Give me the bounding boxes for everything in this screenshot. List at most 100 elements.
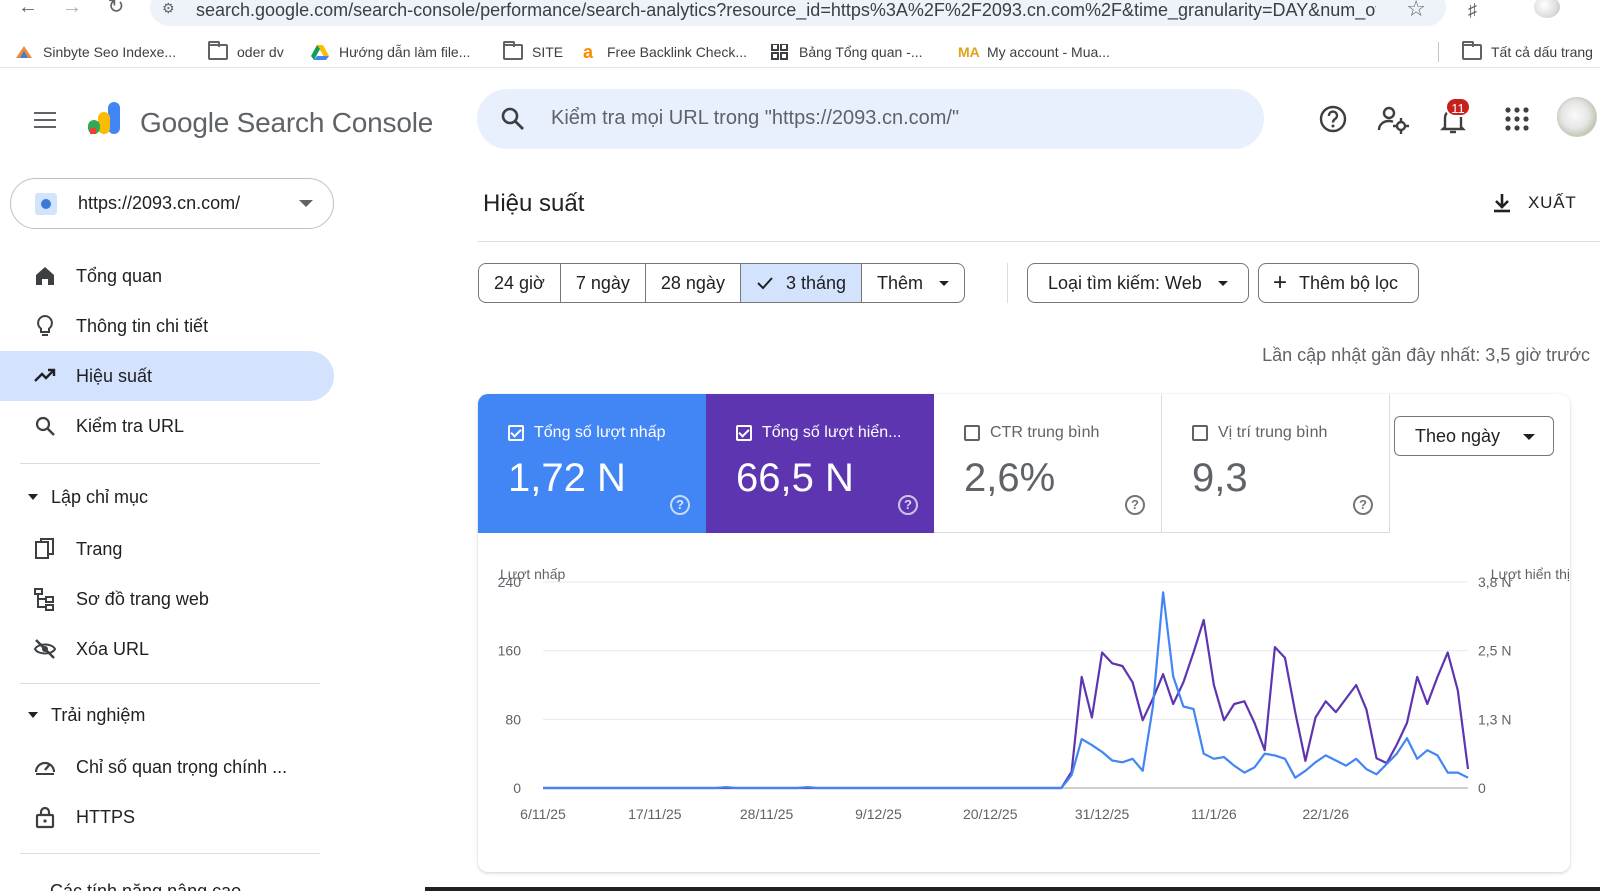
chevron-down-icon [299, 200, 313, 207]
granularity-dropdown[interactable]: Theo ngày [1394, 416, 1554, 456]
folder-icon [208, 41, 228, 60]
sidebar-divider [20, 853, 320, 854]
sidebar-item-core-web-vitals[interactable]: Chỉ số quan trọng chính ... [0, 742, 334, 792]
sidebar-section-advanced[interactable]: Các tính năng nâng cao [50, 881, 242, 891]
apps-grid-icon[interactable] [1500, 102, 1534, 136]
trending-up-icon [34, 368, 56, 382]
date-range-selector: 24 giờ 7 ngày 28 ngày 3 tháng Thêm [478, 263, 966, 303]
browser-profile-avatar[interactable] [1534, 0, 1560, 18]
sidebar-item-pages[interactable]: Trang [0, 524, 334, 574]
bookmark-item[interactable]: oder dv [208, 41, 284, 62]
bookmark-item[interactable]: Tất cả dấu trang [1462, 41, 1593, 62]
range-more-button[interactable]: Thêm [862, 264, 964, 302]
section-label: Lập chỉ mục [51, 487, 149, 507]
bookmarks-separator [1438, 42, 1439, 62]
grid-icon [771, 44, 788, 60]
sidebar-item-label: HTTPS [76, 807, 136, 827]
bookmark-star-icon[interactable]: ☆ [1406, 0, 1426, 21]
forward-arrow-icon[interactable]: → [62, 0, 82, 18]
sidebar-item-sitemaps[interactable]: Sơ đồ trang web [0, 574, 334, 624]
bookmark-item[interactable]: MA My account - Mua... [958, 42, 1110, 62]
download-icon [1494, 194, 1510, 213]
account-avatar[interactable] [1557, 97, 1597, 137]
help-icon[interactable]: ? [1125, 495, 1145, 515]
sidebar-item-label: Sơ đồ trang web [76, 589, 209, 609]
bookmark-item[interactable]: SITE [503, 41, 563, 62]
range-3m-button[interactable]: 3 tháng [740, 264, 863, 302]
reload-icon[interactable]: ↻ [107, 0, 125, 18]
bookmark-item[interactable]: Hướng dẫn làm file... [310, 42, 470, 62]
bookmark-item[interactable]: Bảng Tổng quan -... [770, 42, 923, 62]
address-url[interactable]: search.google.com/search-console/perform… [196, 0, 1376, 20]
check-icon [757, 277, 773, 290]
sidebar-item-label: Thông tin chi tiết [76, 316, 209, 336]
clicks-series-line [543, 591, 1469, 790]
address-bar[interactable]: ⚙ search.google.com/search-console/perfo… [150, 0, 1446, 26]
lightbulb-icon [37, 314, 53, 336]
range-24h-button[interactable]: 24 giờ [479, 264, 561, 302]
sidebar-item-performance[interactable]: Hiệu suất [0, 351, 334, 401]
metric-average-position[interactable]: Vị trí trung bình 9,3 ? [1162, 394, 1390, 533]
bookmark-label: Bảng Tổng quan -... [799, 44, 923, 60]
add-filter-button[interactable]: + Thêm bộ lọc [1258, 263, 1420, 303]
range-label: 7 ngày [575, 272, 630, 293]
sidebar-item-removals[interactable]: Xóa URL [0, 624, 334, 674]
metric-total-clicks[interactable]: Tổng số lượt nhấp 1,72 N ? [478, 394, 706, 533]
x-tick-label: 28/11/25 [740, 806, 794, 822]
metric-total-impressions[interactable]: Tổng số lượt hiển... 66,5 N ? [706, 394, 934, 533]
notification-badge: 11 [1445, 97, 1471, 117]
checkbox-checked-icon[interactable] [508, 425, 524, 441]
performance-chart[interactable]: 240 3,8 N 160 2,5 N 80 1,3 N 0 0 6/11/25 17/11/25… [478, 556, 1578, 856]
sidebar-item-label: Trang [76, 539, 123, 559]
search-type-label: Loại tìm kiếm: Web [1048, 272, 1202, 293]
metric-label: Tổng số lượt hiển... [762, 424, 902, 441]
property-selector[interactable]: https://2093.cn.com/ [10, 178, 334, 229]
export-button[interactable]: XUẤT [1490, 188, 1577, 218]
x-tick-label: 22/1/26 [1302, 806, 1349, 822]
search-console-logo [88, 102, 120, 134]
filter-separator [1007, 263, 1008, 303]
sitemap-icon [34, 588, 54, 611]
checkbox-unchecked-icon[interactable] [964, 425, 980, 441]
eye-off-icon [33, 639, 57, 659]
help-icon[interactable] [1316, 102, 1350, 136]
bookmark-item[interactable]: a Free Backlink Check... [578, 42, 747, 62]
range-7d-button[interactable]: 7 ngày [561, 264, 646, 302]
help-icon[interactable]: ? [1353, 495, 1373, 515]
x-tick-label: 9/12/25 [855, 806, 902, 822]
manage-users-icon[interactable] [1376, 102, 1410, 136]
folder-icon [1462, 41, 1482, 60]
x-tick-label: 20/12/25 [963, 806, 1018, 822]
y-tick-label-left: 240 [498, 574, 522, 590]
checkbox-unchecked-icon[interactable] [1192, 425, 1208, 441]
sidebar-divider [20, 683, 320, 684]
extensions-icon[interactable]: ♯ [1468, 0, 1477, 20]
metric-label: Tổng số lượt nhấp [534, 424, 666, 441]
help-icon[interactable]: ? [670, 495, 690, 515]
url-inspect-search[interactable]: Kiểm tra mọi URL trong "https://2093.cn.… [477, 89, 1264, 149]
bookmark-item[interactable]: Sinbyte Seo Indexe... [14, 42, 176, 62]
y-tick-label-right: 0 [1478, 780, 1486, 796]
range-28d-button[interactable]: 28 ngày [646, 264, 741, 302]
help-icon[interactable]: ? [898, 495, 918, 515]
sidebar-item-url-inspection[interactable]: Kiểm tra URL [0, 401, 334, 451]
search-type-filter[interactable]: Loại tìm kiếm: Web [1027, 263, 1249, 303]
browser-toolbar: ← → ↻ ⚙ search.google.com/search-console… [0, 0, 1600, 30]
app-title: Google Search Console [140, 107, 434, 138]
sidebar-item-insights[interactable]: Thông tin chi tiết [0, 301, 334, 351]
sidebar-item-https[interactable]: HTTPS [0, 792, 334, 842]
site-info-icon[interactable]: ⚙ [162, 0, 175, 16]
property-favicon [35, 193, 57, 215]
sidebar-item-overview[interactable]: Tổng quan [0, 251, 334, 301]
app-header: Google Search Console Kiểm tra mọi URL t… [0, 78, 1600, 162]
x-tick-label: 6/11/25 [520, 806, 566, 822]
back-arrow-icon[interactable]: ← [18, 0, 38, 18]
impressions-series-line [543, 618, 1470, 790]
y-axis-right-label: Lượt hiển thị [1490, 566, 1570, 582]
metric-average-ctr[interactable]: CTR trung bình 2,6% ? [934, 394, 1162, 533]
menu-icon[interactable] [34, 112, 56, 128]
performance-card: Tổng số lượt nhấp 1,72 N ? Tổng số lượt … [478, 394, 1570, 872]
metric-value: 66,5 N [736, 456, 854, 500]
checkbox-checked-icon[interactable] [736, 425, 752, 441]
sidebar-item-label: Chỉ số quan trọng chính ... [76, 757, 288, 777]
